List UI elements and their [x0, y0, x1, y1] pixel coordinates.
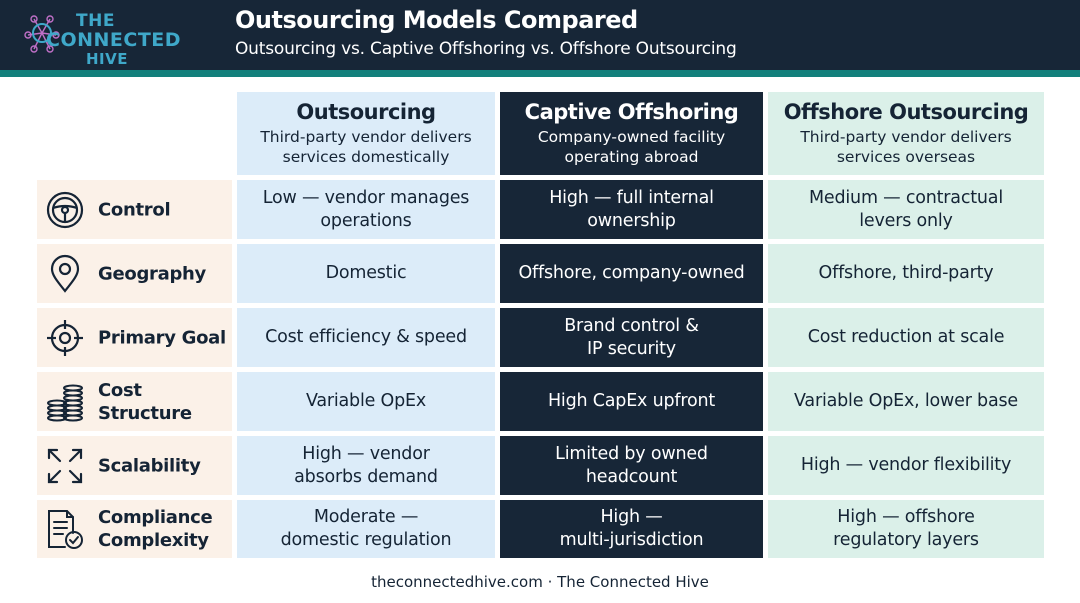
row-label-cost-structure: Cost Structure — [37, 372, 232, 431]
cell-cost-offshore: Variable OpEx, lower base — [768, 372, 1044, 431]
coins-icon — [47, 384, 83, 421]
header-bar — [0, 0, 1080, 70]
column-title: Offshore Outsourcing — [783, 100, 1029, 124]
column-description: Third-party vendor delivers services dom… — [260, 128, 472, 166]
cell-control-captive: High — full internal ownership — [500, 180, 763, 239]
column-header-captive-offshoring: Captive Offshoring Company-owned facilit… — [500, 92, 763, 175]
cell-scalability-offshore: High — vendor flexibility — [768, 436, 1044, 495]
column-description: Third-party vendor delivers services ove… — [800, 128, 1012, 166]
row-label-compliance-complexity: Compliance Complexity — [37, 500, 232, 558]
row-label-primary-goal: Primary Goal — [37, 308, 232, 367]
document-check-icon — [48, 510, 83, 549]
row-label-text: Geography — [98, 263, 206, 284]
column-description: Company-owned facility operating abroad — [537, 128, 726, 166]
cell-cost-outsourcing: Variable OpEx — [237, 372, 495, 431]
cell-goal-captive: Brand control & IP security — [500, 308, 763, 367]
cell-scalability-outsourcing: High — vendor absorbs demand — [237, 436, 495, 495]
column-title: Captive Offshoring — [524, 100, 739, 124]
cell-cost-captive: High CapEx upfront — [500, 372, 763, 431]
row-label-scalability: Scalability — [37, 436, 232, 495]
cell-geography-outsourcing: Domestic — [237, 244, 495, 303]
hive-network-icon — [24, 15, 60, 53]
page-subtitle: Outsourcing vs. Captive Offshoring vs. O… — [235, 39, 737, 59]
cell-control-offshore: Medium — contractual levers only — [768, 180, 1044, 239]
cell-geography-captive: Offshore, company-owned — [500, 244, 763, 303]
logo-line-1: THE — [76, 11, 115, 31]
logo-line-2: CONNECTED — [46, 29, 182, 51]
expand-arrows-icon — [47, 448, 83, 483]
row-label-geography: Geography — [37, 244, 232, 303]
row-label-text: Compliance Complexity — [98, 507, 213, 551]
row-label-text: Primary Goal — [98, 327, 226, 348]
row-label-text: Scalability — [98, 455, 201, 476]
cell-control-outsourcing: Low — vendor manages operations — [237, 180, 495, 239]
cell-goal-offshore: Cost reduction at scale — [768, 308, 1044, 367]
cell-goal-outsourcing: Cost efficiency & speed — [237, 308, 495, 367]
page-title: Outsourcing Models Compared — [235, 6, 638, 34]
row-label-control: Control — [37, 180, 232, 239]
row-label-text: Control — [98, 199, 171, 220]
column-header-outsourcing: Outsourcing Third-party vendor delivers … — [237, 92, 495, 175]
column-header-offshore-outsourcing: Offshore Outsourcing Third-party vendor … — [768, 92, 1044, 175]
logo-line-3: HIVE — [86, 50, 128, 68]
cell-compliance-captive: High — multi-jurisdiction — [500, 500, 763, 558]
cell-compliance-outsourcing: Moderate — domestic regulation — [237, 500, 495, 558]
cell-geography-offshore: Offshore, third-party — [768, 244, 1044, 303]
footer-attribution: theconnectedhive.com · The Connected Hiv… — [371, 573, 709, 591]
target-icon — [47, 319, 83, 356]
logo: THE CONNECTED HIVE — [22, 6, 182, 68]
row-label-text: Cost Structure — [98, 379, 192, 424]
map-pin-icon — [50, 254, 80, 293]
steering-wheel-icon — [46, 191, 84, 228]
header-accent-band — [0, 70, 1080, 77]
cell-compliance-offshore: High — offshore regulatory layers — [768, 500, 1044, 558]
cell-scalability-captive: Limited by owned headcount — [500, 436, 763, 495]
column-title: Outsourcing — [296, 100, 436, 124]
